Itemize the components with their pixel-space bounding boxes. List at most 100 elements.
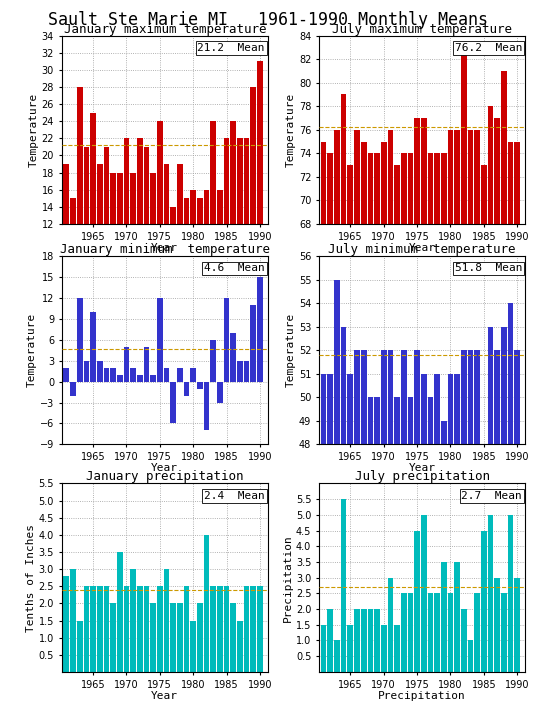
Bar xyxy=(204,190,210,327)
Bar xyxy=(468,129,473,711)
Bar xyxy=(508,141,513,711)
Bar xyxy=(190,621,196,672)
Bar xyxy=(468,641,473,672)
Bar xyxy=(407,397,413,711)
Bar xyxy=(461,609,467,672)
Text: 76.2  Mean: 76.2 Mean xyxy=(455,43,522,53)
Bar xyxy=(481,165,487,711)
Bar xyxy=(244,139,249,327)
Bar xyxy=(211,121,216,327)
Bar xyxy=(401,594,407,672)
Bar xyxy=(334,279,340,711)
Bar xyxy=(157,298,162,382)
Bar xyxy=(211,340,216,382)
Bar xyxy=(157,121,162,327)
Bar xyxy=(70,382,76,395)
Bar xyxy=(347,625,353,672)
Title: July maximum temperature: July maximum temperature xyxy=(332,23,512,36)
Bar xyxy=(197,198,203,327)
Bar xyxy=(407,154,413,711)
Bar xyxy=(327,374,333,711)
Bar xyxy=(515,577,520,672)
Bar xyxy=(130,569,136,672)
Title: January precipitation: January precipitation xyxy=(86,471,243,483)
Bar xyxy=(117,375,123,382)
Bar xyxy=(224,139,229,327)
Bar xyxy=(124,587,129,672)
Bar xyxy=(84,147,89,327)
Bar xyxy=(474,351,480,711)
Bar xyxy=(144,147,150,327)
Bar xyxy=(468,351,473,711)
Bar xyxy=(77,298,83,382)
Bar xyxy=(90,587,96,672)
Bar xyxy=(401,351,407,711)
Y-axis label: Temperature: Temperature xyxy=(286,92,296,167)
X-axis label: Year: Year xyxy=(408,464,436,474)
Bar xyxy=(137,139,143,327)
X-axis label: Year: Year xyxy=(151,691,178,701)
Bar xyxy=(257,587,263,672)
Bar xyxy=(501,326,507,711)
Bar xyxy=(117,173,123,327)
Bar xyxy=(481,444,487,711)
Bar xyxy=(124,139,129,327)
X-axis label: Precipitation: Precipitation xyxy=(378,691,466,701)
Bar xyxy=(381,141,386,711)
Bar xyxy=(428,397,433,711)
Bar xyxy=(494,577,500,672)
Bar xyxy=(137,375,143,382)
Text: Sault Ste Marie MI   1961-1990 Monthly Means: Sault Ste Marie MI 1961-1990 Monthly Mea… xyxy=(48,11,488,28)
Bar xyxy=(177,164,183,327)
Bar xyxy=(448,374,453,711)
Bar xyxy=(230,604,236,672)
Text: 51.8  Mean: 51.8 Mean xyxy=(455,264,522,274)
Bar xyxy=(388,577,393,672)
Bar xyxy=(144,347,150,382)
Bar xyxy=(163,569,169,672)
Bar xyxy=(144,587,150,672)
Bar xyxy=(401,154,407,711)
Bar xyxy=(341,95,346,711)
Bar xyxy=(90,312,96,382)
Bar xyxy=(170,207,176,327)
Bar xyxy=(347,374,353,711)
Bar xyxy=(237,139,243,327)
Text: 4.6  Mean: 4.6 Mean xyxy=(204,264,265,274)
Bar xyxy=(414,351,420,711)
Bar xyxy=(361,609,367,672)
Bar xyxy=(361,141,367,711)
Bar xyxy=(414,530,420,672)
Bar xyxy=(150,375,156,382)
X-axis label: Year: Year xyxy=(408,243,436,253)
Bar xyxy=(448,129,453,711)
Bar xyxy=(63,576,69,672)
Bar xyxy=(163,368,169,382)
Bar xyxy=(368,154,373,711)
X-axis label: Year: Year xyxy=(151,243,178,253)
Bar xyxy=(501,594,507,672)
Bar xyxy=(130,368,136,382)
Bar xyxy=(184,382,189,395)
Bar xyxy=(407,594,413,672)
Bar xyxy=(321,625,326,672)
Title: July precipitation: July precipitation xyxy=(355,471,489,483)
Bar xyxy=(197,604,203,672)
Bar xyxy=(97,587,102,672)
Bar xyxy=(394,625,400,672)
Bar xyxy=(211,587,216,672)
Bar xyxy=(368,609,373,672)
Y-axis label: Temperature: Temperature xyxy=(29,92,39,167)
Bar xyxy=(90,112,96,327)
Bar xyxy=(508,515,513,672)
Bar xyxy=(137,587,143,672)
Bar xyxy=(388,351,393,711)
Bar xyxy=(421,374,427,711)
Bar xyxy=(334,129,340,711)
Bar xyxy=(230,121,236,327)
Bar xyxy=(508,303,513,711)
Bar xyxy=(150,173,156,327)
Bar xyxy=(461,48,467,711)
Bar xyxy=(488,326,494,711)
Bar xyxy=(334,641,340,672)
